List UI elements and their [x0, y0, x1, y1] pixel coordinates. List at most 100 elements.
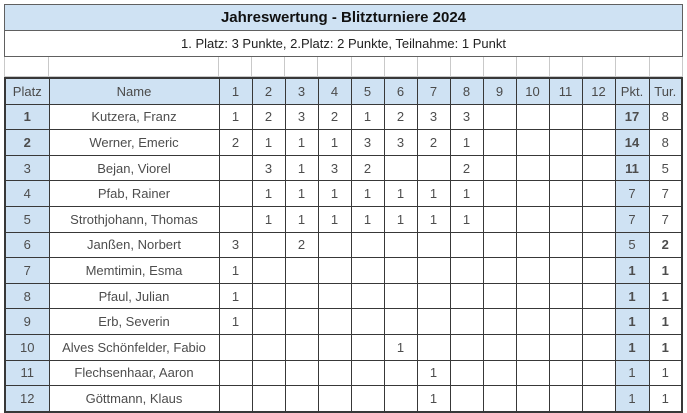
score-cell — [218, 333, 253, 361]
spacer-cell — [3, 57, 50, 77]
header-cell-name: Name — [48, 77, 220, 105]
tur-cell: 7 — [648, 205, 683, 233]
score-cell: 1 — [416, 359, 451, 387]
table-row: 10 Alves Schönfelder, Fabio 1 1 1 — [4, 333, 683, 361]
score-cell — [317, 257, 352, 284]
table-row: 12 Göttmann, Klaus 1 1 1 — [4, 385, 683, 413]
name-cell: Janßen, Norbert — [48, 231, 220, 259]
spacer-cell — [251, 57, 286, 77]
table-row: 9 Erb, Severin 1 1 1 — [4, 308, 683, 335]
score-cell — [482, 385, 517, 413]
spacer-table — [3, 57, 684, 77]
spacer-cell — [548, 57, 583, 77]
score-cell — [581, 282, 616, 310]
score-cell — [515, 231, 550, 259]
score-cell — [515, 333, 550, 361]
score-cell — [350, 359, 385, 387]
tur-cell: 1 — [648, 308, 683, 335]
pkt-cell: 7 — [614, 180, 650, 207]
score-cell — [251, 282, 286, 310]
pkt-cell: 5 — [614, 231, 650, 259]
page-title: Jahreswertung - Blitzturniere 2024 — [4, 4, 683, 31]
score-cell — [383, 154, 418, 182]
score-cell — [548, 282, 583, 310]
platz-cell: 3 — [4, 154, 50, 182]
score-cell — [350, 308, 385, 335]
table-row: 6 Janßen, Norbert 3 2 5 2 — [4, 231, 683, 259]
score-cell — [515, 282, 550, 310]
table-row: 8 Pfaul, Julian 1 1 1 — [4, 282, 683, 310]
score-cell: 1 — [383, 333, 418, 361]
score-cell: 1 — [449, 129, 484, 156]
score-cell — [482, 308, 517, 335]
tur-cell: 1 — [648, 257, 683, 284]
platz-cell: 5 — [4, 205, 50, 233]
score-cell — [548, 154, 583, 182]
tur-cell: 7 — [648, 180, 683, 207]
spacer-cell — [515, 57, 550, 77]
spacer-cell — [350, 57, 385, 77]
platz-cell: 9 — [4, 308, 50, 335]
score-cell — [482, 205, 517, 233]
score-cell — [350, 282, 385, 310]
score-cell — [581, 308, 616, 335]
platz-cell: 1 — [4, 103, 50, 131]
score-cell — [416, 308, 451, 335]
spacer-cell — [614, 57, 650, 77]
header-cell-round-7: 7 — [416, 77, 451, 105]
score-cell — [218, 385, 253, 413]
score-cell — [449, 257, 484, 284]
score-cell — [581, 385, 616, 413]
score-cell: 3 — [383, 129, 418, 156]
score-cell — [548, 308, 583, 335]
score-cell — [284, 308, 319, 335]
score-cell: 3 — [350, 129, 385, 156]
score-cell — [548, 333, 583, 361]
score-cell — [482, 359, 517, 387]
name-cell: Bejan, Viorel — [48, 154, 220, 182]
platz-cell: 10 — [4, 333, 50, 361]
score-cell — [251, 231, 286, 259]
spacer-cell — [284, 57, 319, 77]
score-cell — [284, 257, 319, 284]
score-cell: 1 — [284, 205, 319, 233]
score-cell — [548, 129, 583, 156]
name-cell: Erb, Severin — [48, 308, 220, 335]
platz-cell: 12 — [4, 385, 50, 413]
table-header-row: Platz Name 1 2 3 4 5 6 7 8 9 10 11 12 Pkt. Tur. — [4, 77, 683, 105]
score-cell — [548, 257, 583, 284]
pkt-cell: 1 — [614, 359, 650, 387]
score-cell — [251, 359, 286, 387]
score-cell — [416, 231, 451, 259]
score-cell — [449, 359, 484, 387]
name-cell: Alves Schönfelder, Fabio — [48, 333, 220, 361]
score-cell: 1 — [350, 205, 385, 233]
table-row: 2 Werner, Emeric 2 1 1 1 3 3 2 1 14 8 — [4, 129, 683, 156]
score-cell — [515, 359, 550, 387]
name-cell: Flechsenhaar, Aaron — [48, 359, 220, 387]
score-cell: 3 — [251, 154, 286, 182]
score-cell: 2 — [416, 129, 451, 156]
score-cell: 1 — [284, 129, 319, 156]
tur-cell: 1 — [648, 359, 683, 387]
score-cell — [251, 257, 286, 284]
pkt-cell: 14 — [614, 129, 650, 156]
name-cell: Kutzera, Franz — [48, 103, 220, 131]
score-cell — [482, 180, 517, 207]
score-cell: 2 — [317, 103, 352, 131]
table-row: 11 Flechsenhaar, Aaron 1 1 1 — [4, 359, 683, 387]
score-cell: 2 — [251, 103, 286, 131]
score-cell — [548, 385, 583, 413]
title-box: Jahreswertung - Blitzturniere 2024 1. Pl… — [4, 4, 683, 57]
score-cell — [383, 231, 418, 259]
score-cell: 3 — [317, 154, 352, 182]
page-subtitle: 1. Platz: 3 Punkte, 2.Platz: 2 Punkte, T… — [4, 30, 683, 57]
score-cell — [581, 359, 616, 387]
table-row: 4 Pfab, Rainer 1 1 1 1 1 1 1 7 7 — [4, 180, 683, 207]
score-cell — [284, 282, 319, 310]
score-cell — [383, 257, 418, 284]
header-cell-round-8: 8 — [449, 77, 484, 105]
pkt-cell: 11 — [614, 154, 650, 182]
score-cell — [581, 103, 616, 131]
tur-cell: 2 — [648, 231, 683, 259]
